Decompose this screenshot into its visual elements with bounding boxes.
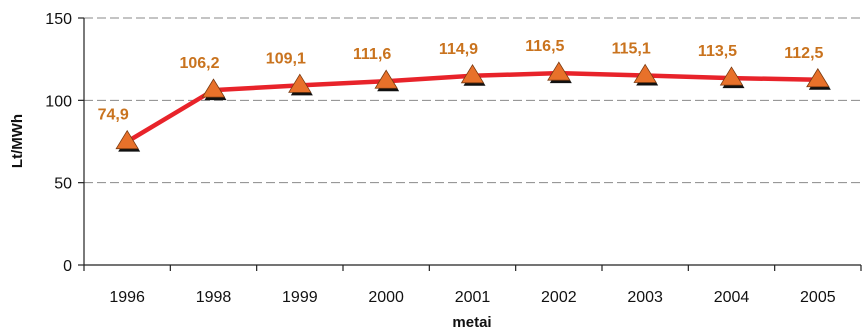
data-point-marker [374,69,400,92]
data-point-marker [547,61,572,84]
data-labels: 74,9 106,2 109,1 111,6 114,9 116,5 115,1 113,5 1… [98,38,824,124]
data-label: 106,2 [179,55,219,72]
y-axis-title: Lt/MWh [9,114,26,168]
data-point-marker [201,78,227,101]
x-tick-label: 1996 [109,289,145,306]
y-axis-ticks: 0 50 100 150 [45,11,84,275]
y-tick-label: 150 [45,11,72,28]
x-tick-label: 2003 [627,289,663,306]
y-tick-label: 50 [54,176,72,193]
data-label: 111,6 [353,46,391,63]
data-point-marker [806,67,831,90]
x-axis-title: metai [452,314,491,331]
x-tick-label: 1999 [282,289,318,306]
data-label: 113,5 [698,43,737,60]
data-label: 109,1 [266,50,306,67]
data-point-marker [719,66,745,89]
x-tick-label: 2005 [800,289,836,306]
y-tick-label: 100 [45,93,72,110]
x-tick-label: 2001 [455,289,491,306]
data-label: 112,5 [784,45,823,62]
series-markers [115,61,831,152]
x-tick-label: 2000 [368,289,404,306]
data-label: 114,9 [439,41,478,58]
data-label: 74,9 [98,107,129,124]
data-point-marker [460,64,486,86]
data-label: 116,5 [525,38,564,55]
data-point-marker [633,63,659,86]
x-axis-ticks: 1996 1998 1999 2000 2001 2002 2003 2004 2005 [83,265,862,306]
data-point-marker [115,129,141,152]
x-tick-label: 1998 [196,289,232,306]
data-point-marker [288,73,313,96]
axes [83,18,861,266]
x-tick-label: 2004 [714,289,750,306]
data-label: 115,1 [612,40,651,57]
x-tick-label: 2002 [541,289,577,306]
y-tick-label: 0 [63,258,72,275]
